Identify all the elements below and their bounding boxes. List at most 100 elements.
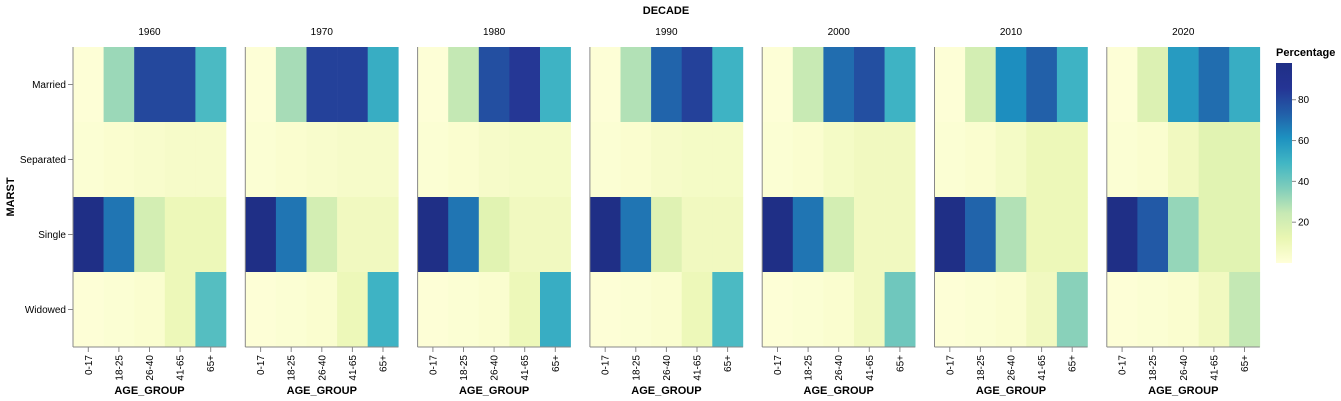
heatmap-cell (195, 197, 227, 273)
heatmap-cell (448, 197, 480, 273)
heatmap-cell (306, 272, 338, 348)
x-tick-label: 41-65 (348, 355, 359, 381)
x-tick-label: 0-17 (84, 355, 95, 375)
heatmap-cell (164, 197, 196, 273)
x-tick-label: 18-25 (1148, 355, 1159, 381)
heatmap-cell (712, 197, 744, 273)
x-tick-label: 65+ (379, 355, 390, 372)
heatmap-cell (1106, 47, 1138, 123)
heatmap-cell (1137, 47, 1169, 123)
heatmap-cell (1137, 272, 1169, 348)
y-axis: Married Separated Single Widowed (20, 80, 73, 316)
x-tick-label: 41-65 (865, 355, 876, 381)
heatmap-cell (1229, 47, 1261, 123)
heatmap-cell (448, 122, 480, 198)
heatmap-cell (73, 47, 104, 123)
heatmap-cell (1198, 197, 1230, 273)
facet-panel: 1980 0-17 18-25 26-40 41-65 65+ AGE_GROUP (417, 27, 571, 397)
heatmap-cell (589, 47, 621, 123)
heatmap-cell (337, 122, 368, 198)
heatmap-cell (337, 47, 368, 123)
legend-tick-label: 20 (1298, 218, 1310, 229)
heatmap-cell (620, 197, 652, 273)
heatmap-cell (823, 197, 855, 273)
heatmap-cell (854, 122, 885, 198)
heatmap-cell (367, 122, 399, 198)
facet-title: DECADE (643, 5, 689, 17)
facet-label: 2000 (828, 27, 851, 38)
x-tick-label: 0-17 (945, 355, 956, 375)
facet-label: 1980 (483, 27, 506, 38)
x-tick-label: 26-40 (1179, 355, 1190, 381)
facet-panel: 1970 0-17 18-25 26-40 41-65 65+ AGE_GROUP (244, 27, 399, 397)
heatmap-cell (367, 197, 399, 273)
y-tick-label: Single (38, 230, 66, 241)
heatmap-cell (103, 122, 135, 198)
x-tick-label: 41-65 (520, 355, 531, 381)
heatmap-cell (681, 272, 713, 348)
legend-title: Percentage (1276, 47, 1335, 59)
legend-tick-label: 80 (1298, 95, 1310, 106)
heatmap-cell (620, 272, 652, 348)
facet-label: 1970 (311, 27, 334, 38)
x-tick-label: 65+ (1240, 355, 1251, 372)
x-axis-title: AGE_GROUP (1148, 385, 1218, 397)
facet-panel: 2000 0-17 18-25 26-40 41-65 65+ AGE_GROUP (761, 27, 916, 397)
heatmap-cell (103, 197, 135, 273)
heatmap-cell (965, 47, 996, 123)
heatmap-cell (762, 122, 794, 198)
heatmap-cell (1229, 197, 1261, 273)
heatmap-cell (1198, 122, 1230, 198)
heatmap-cell (1026, 197, 1058, 273)
x-tick-label: 65+ (1068, 355, 1079, 372)
heatmap-cell (275, 197, 307, 273)
facets: 1960 0-17 18-25 26-40 41-65 65+ AGE_GROUP 1970 0… (72, 27, 1261, 397)
heatmap-cell (478, 272, 510, 348)
x-tick-label: 18-25 (459, 355, 470, 381)
x-axis-title: AGE_GROUP (976, 385, 1046, 397)
heatmap-cell (792, 272, 824, 348)
heatmap-cell (620, 47, 652, 123)
legend-tick-label: 60 (1298, 136, 1310, 147)
heatmap-cell (448, 272, 480, 348)
heatmap-cell (478, 197, 510, 273)
heatmap-cell (478, 122, 510, 198)
heatmap-cell (1026, 122, 1058, 198)
x-tick-label: 18-25 (804, 355, 815, 381)
legend-tick-label: 40 (1298, 177, 1310, 188)
heatmap-cell (792, 47, 824, 123)
x-tick-label: 65+ (206, 355, 217, 372)
heatmap-cell (134, 122, 166, 198)
x-tick-label: 26-40 (662, 355, 673, 381)
heatmap-cell (245, 47, 277, 123)
x-tick-label: 0-17 (256, 355, 267, 375)
heatmap-cell (762, 47, 794, 123)
heatmap-cell (934, 122, 966, 198)
heatmap-cell (1056, 272, 1088, 348)
heatmap-cell (509, 272, 541, 348)
heatmap-cell (620, 122, 652, 198)
x-tick-label: 18-25 (114, 355, 125, 381)
heatmap-cell (164, 47, 196, 123)
x-tick-label: 0-17 (1118, 355, 1129, 375)
heatmap-cell (681, 122, 713, 198)
legend-ticks: 20 40 60 80 (1292, 95, 1310, 229)
x-tick-label: 18-25 (631, 355, 642, 381)
facet-label: 1990 (655, 27, 678, 38)
x-tick-label: 26-40 (145, 355, 156, 381)
heatmap-cell (792, 197, 824, 273)
heatmap-cell (651, 197, 682, 273)
heatmap-cell (995, 122, 1027, 198)
x-tick-label: 26-40 (834, 355, 845, 381)
heatmap-cell (712, 122, 744, 198)
heatmap-cell (134, 47, 166, 123)
heatmap-cell (103, 47, 135, 123)
heatmap-cell (854, 47, 885, 123)
x-tick-label: 0-17 (428, 355, 439, 375)
heatmap-cell (245, 272, 277, 348)
y-tick-label: Separated (20, 155, 66, 166)
heatmap-cell (73, 272, 104, 348)
heatmap-cell (823, 122, 855, 198)
heatmap-cell (417, 197, 449, 273)
heatmap-cell (1198, 47, 1230, 123)
